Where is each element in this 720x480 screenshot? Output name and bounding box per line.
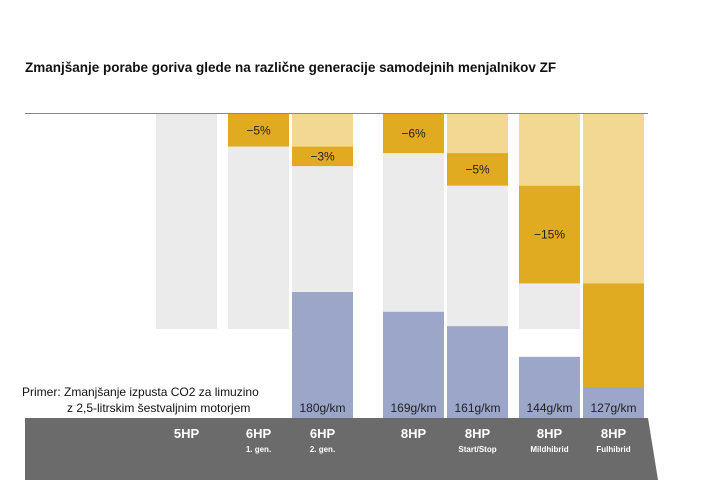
prior-saving-bar	[519, 114, 580, 186]
co2-label: 144g/km	[526, 401, 572, 415]
co2-label: 180g/km	[299, 401, 345, 415]
co2-bar	[383, 311, 444, 418]
tick-label: 8HP	[537, 426, 563, 441]
tick-sublabel: Mildhibrid	[530, 445, 568, 454]
reduction-bar	[228, 114, 289, 147]
co2-bar	[292, 292, 353, 418]
bars-group: −5% −3% 180g/km −6% 169g/km −5% 161g/km −15% 144…	[156, 114, 644, 447]
prior-saving-bar	[292, 114, 353, 147]
example-line-2: z 2,5-litrskim šestvaljnim motorjem	[67, 401, 251, 415]
co2-label: 127g/km	[590, 401, 636, 415]
tick-sublabel: Start/Stop	[458, 445, 496, 454]
tick-sublabel: 1. gen.	[246, 445, 271, 454]
reduction-label: −3%	[310, 149, 335, 163]
tick-sublabel: 2. gen.	[310, 445, 335, 454]
footer-band	[25, 418, 658, 480]
example-line-1: Primer: Zmanjšanje izpusta CO2 za limuzi…	[22, 385, 259, 399]
prior-saving-bar	[447, 114, 508, 154]
prior-saving-bar	[583, 114, 644, 284]
reduction-bar	[292, 146, 353, 167]
co2-bar	[583, 387, 644, 418]
base-bar	[383, 153, 444, 329]
chart-title: Zmanjšanje porabe goriva glede na različ…	[25, 60, 557, 75]
reduction-bar	[447, 153, 508, 186]
tick-label: 6HP	[246, 426, 272, 441]
example-caption: Primer: Zmanjšanje izpusta CO2 za limuzi…	[22, 384, 259, 416]
tick-label: 8HP	[401, 426, 427, 441]
tick-sublabel: Fulhibrid	[596, 445, 630, 454]
reduction-bar	[519, 185, 580, 284]
co2-label: 161g/km	[454, 401, 500, 415]
reduction-label: −15%	[534, 228, 565, 242]
reduction-label: −5%	[246, 123, 271, 137]
reduction-label: −6%	[401, 127, 426, 141]
tick-labels-group: 5HP 6HP 1. gen. 6HP 2. gen. 8HP 8HP Start/Stop 8…	[174, 426, 631, 454]
reduction-label: −5%	[465, 162, 490, 176]
base-bar	[228, 146, 289, 329]
reduction-bar	[383, 114, 444, 154]
base-bar	[447, 185, 508, 329]
tick-label: 8HP	[465, 426, 491, 441]
co2-bar	[519, 356, 580, 418]
co2-bar	[447, 326, 508, 418]
base-bar	[519, 283, 580, 329]
tick-label: 5HP	[174, 426, 200, 441]
co2-label: 169g/km	[390, 401, 436, 415]
base-bar	[156, 114, 217, 329]
tick-label: 6HP	[310, 426, 336, 441]
tick-label: 8HP	[601, 426, 627, 441]
